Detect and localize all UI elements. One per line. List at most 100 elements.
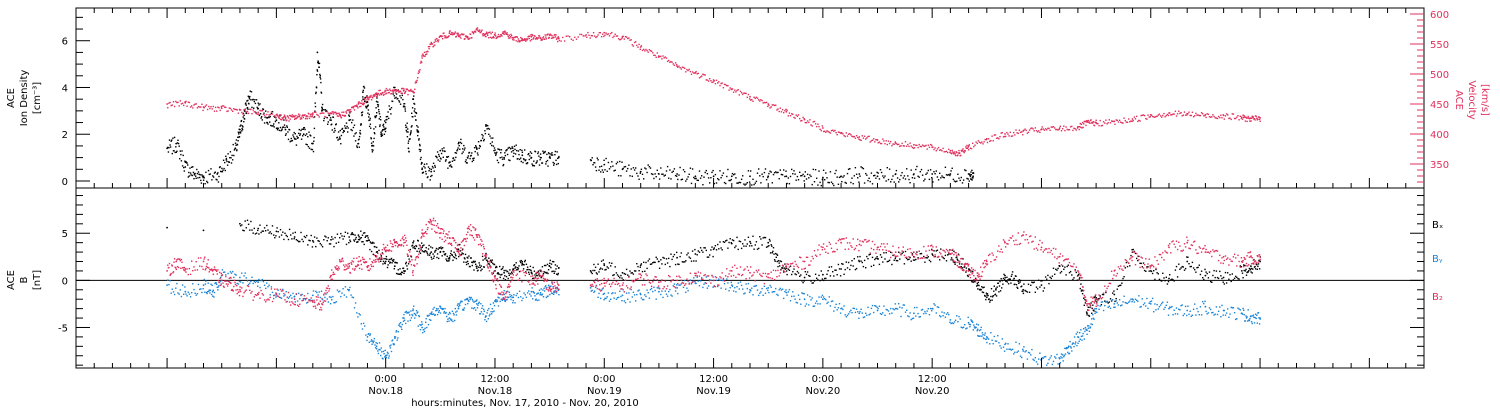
ion-density-dot: [491, 144, 493, 147]
ion-density-dot: [737, 182, 739, 184]
ion-density-dot: [360, 123, 362, 125]
velocity-dot: [292, 116, 294, 118]
ion-density-dot-point: [362, 91, 364, 94]
ion-density-dot: [929, 169, 932, 171]
ion-density-dot-point: [503, 156, 505, 159]
ion-density-dot: [664, 174, 666, 176]
bx-dot: [358, 239, 361, 241]
bx-dot: [332, 238, 334, 240]
ion-density-dot: [654, 173, 656, 175]
velocity-dot: [901, 142, 903, 145]
ion-density-dot: [369, 117, 371, 120]
bx-dot: [802, 281, 804, 284]
ion-density-dot: [404, 108, 406, 110]
bx-dot: [554, 264, 557, 266]
velocity-dot: [853, 135, 855, 138]
velocity-dot: [920, 145, 923, 148]
ion-density-dot: [191, 174, 193, 177]
bx-dot: [448, 260, 450, 262]
ion-density-dot: [871, 183, 874, 185]
bx-dot: [276, 227, 278, 229]
velocity-dot: [375, 93, 377, 96]
ion-density-dot: [438, 153, 440, 156]
bx-dot: [1239, 265, 1241, 267]
ion-density-dot: [500, 152, 502, 154]
bx-dot: [1140, 262, 1142, 265]
by-dot: [960, 326, 962, 328]
velocity-dot: [1210, 116, 1212, 118]
velocity-dot: [873, 138, 875, 140]
bx-dot: [1081, 293, 1084, 295]
by-dot: [743, 293, 745, 295]
by-dot: [383, 353, 385, 355]
ion-density-dot: [660, 167, 662, 169]
velocity-dot: [363, 102, 365, 104]
ion-density-dot-point: [311, 142, 314, 145]
velocity-dot: [236, 109, 238, 111]
ion-density-dot: [702, 184, 704, 186]
ion-density-dot: [473, 157, 475, 159]
ion-density-dot-point: [512, 149, 515, 152]
ion-density-dot: [479, 145, 481, 148]
ion-density-dot: [215, 178, 217, 181]
bx-dot: [550, 263, 553, 265]
by-dot: [926, 310, 928, 312]
by-dot: [372, 341, 374, 344]
by-dot: [941, 311, 943, 313]
by-dot: [1154, 303, 1156, 305]
ion-density-dot: [317, 60, 319, 62]
ion-density-dot-point: [239, 128, 241, 131]
by-dot: [534, 299, 537, 301]
by-dot: [707, 285, 710, 287]
velocity-dot: [390, 93, 393, 95]
by-dot: [464, 299, 466, 301]
bx-dot: [1059, 272, 1062, 274]
bx-dot-point: [1149, 270, 1152, 272]
ion-density-dot: [650, 173, 653, 175]
ion-density-dot: [382, 123, 385, 126]
by-dot: [964, 324, 966, 326]
by-dot: [1112, 299, 1114, 301]
by-dot: [216, 283, 218, 286]
by-dot: [193, 288, 195, 291]
velocity-dot: [1196, 114, 1198, 116]
ion-density-dot: [312, 150, 315, 153]
ion-density-dot: [476, 148, 478, 150]
by-dot: [750, 290, 752, 292]
ion-density-dot: [411, 112, 413, 114]
ion-density-dot: [419, 158, 422, 161]
by-dot: [196, 293, 199, 295]
ion-density-dot: [239, 131, 242, 133]
by-dot: [627, 298, 629, 300]
ion-density-dot: [648, 166, 651, 168]
bx-dot: [817, 279, 819, 281]
velocity-dot: [560, 40, 562, 42]
bx-dot: [532, 266, 534, 269]
velocity-dot: [456, 34, 459, 36]
ion-density-dot: [333, 131, 335, 133]
velocity-dot: [556, 37, 558, 39]
by-dot: [409, 314, 411, 316]
ion-density-dot: [558, 155, 560, 158]
bx-dot: [311, 246, 314, 248]
by-dot: [632, 291, 635, 293]
by-dot: [810, 299, 812, 301]
by-dot: [886, 309, 888, 311]
ion-density-dot: [363, 87, 366, 89]
bx-dot: [263, 227, 266, 229]
bx-dot: [780, 269, 782, 271]
velocity-dot-point: [293, 115, 296, 118]
by-dot: [238, 280, 241, 283]
by-dot: [705, 276, 707, 278]
by-dot: [371, 343, 373, 345]
bx-dot: [357, 238, 360, 241]
ion-density-dot: [462, 151, 464, 153]
bx-dot: [964, 266, 966, 268]
bx-dot: [1237, 277, 1239, 280]
velocity-dot: [481, 33, 484, 35]
bx-dot: [309, 240, 311, 242]
bx-dot: [1066, 265, 1068, 268]
velocity-dot: [1139, 120, 1141, 122]
ion-density-dot: [232, 143, 234, 146]
velocity-dot: [696, 73, 698, 75]
